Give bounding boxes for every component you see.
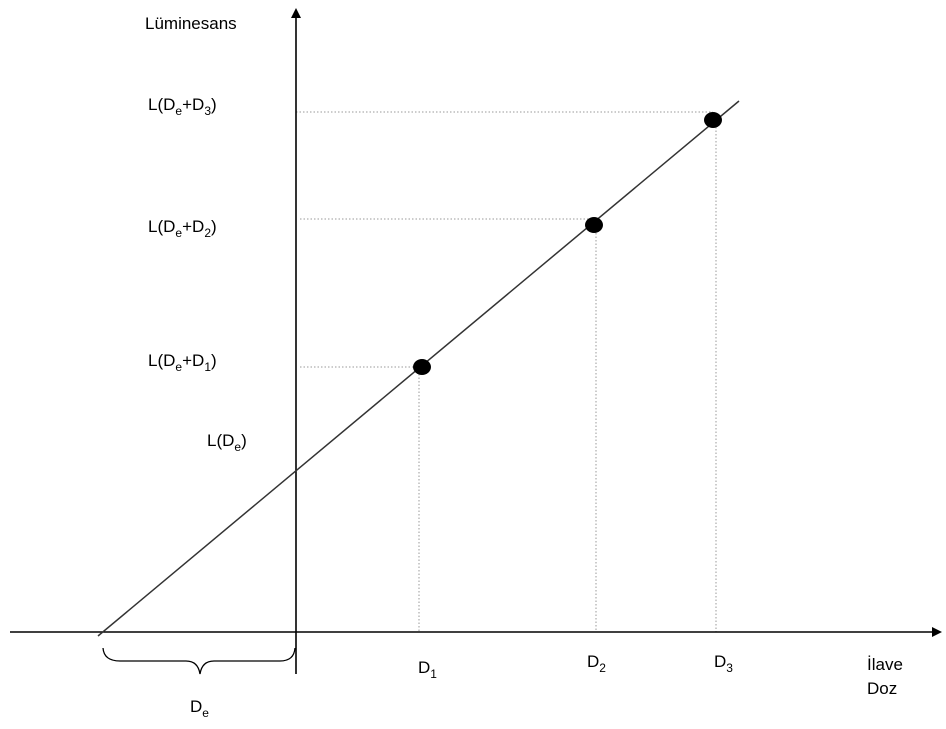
data-point-d1 (413, 359, 431, 375)
y-axis-label: Lüminesans (145, 14, 237, 33)
x-label-d3: D3 (714, 652, 733, 675)
y-label-de: L(De) (207, 431, 247, 454)
x-label-d2: D2 (587, 652, 606, 675)
y-label-d3: L(De+D3) (148, 95, 217, 118)
x-label-d1: D1 (418, 658, 437, 681)
y-label-d1: L(De+D1) (148, 351, 217, 374)
x-axis-label-line2: Doz (867, 679, 897, 698)
x-axis-label-line1: İlave (867, 655, 903, 674)
de-brace (102, 647, 296, 675)
y-label-d2: L(De+D2) (148, 217, 217, 240)
de-label: De (190, 697, 209, 720)
data-point-d3 (704, 112, 722, 128)
data-point-d2 (585, 217, 603, 233)
guide-lines (296, 111, 717, 632)
